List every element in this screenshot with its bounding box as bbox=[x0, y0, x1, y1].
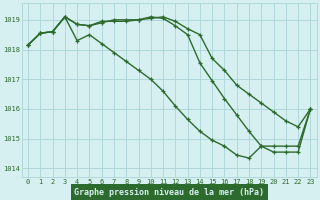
X-axis label: Graphe pression niveau de la mer (hPa): Graphe pression niveau de la mer (hPa) bbox=[74, 188, 264, 197]
